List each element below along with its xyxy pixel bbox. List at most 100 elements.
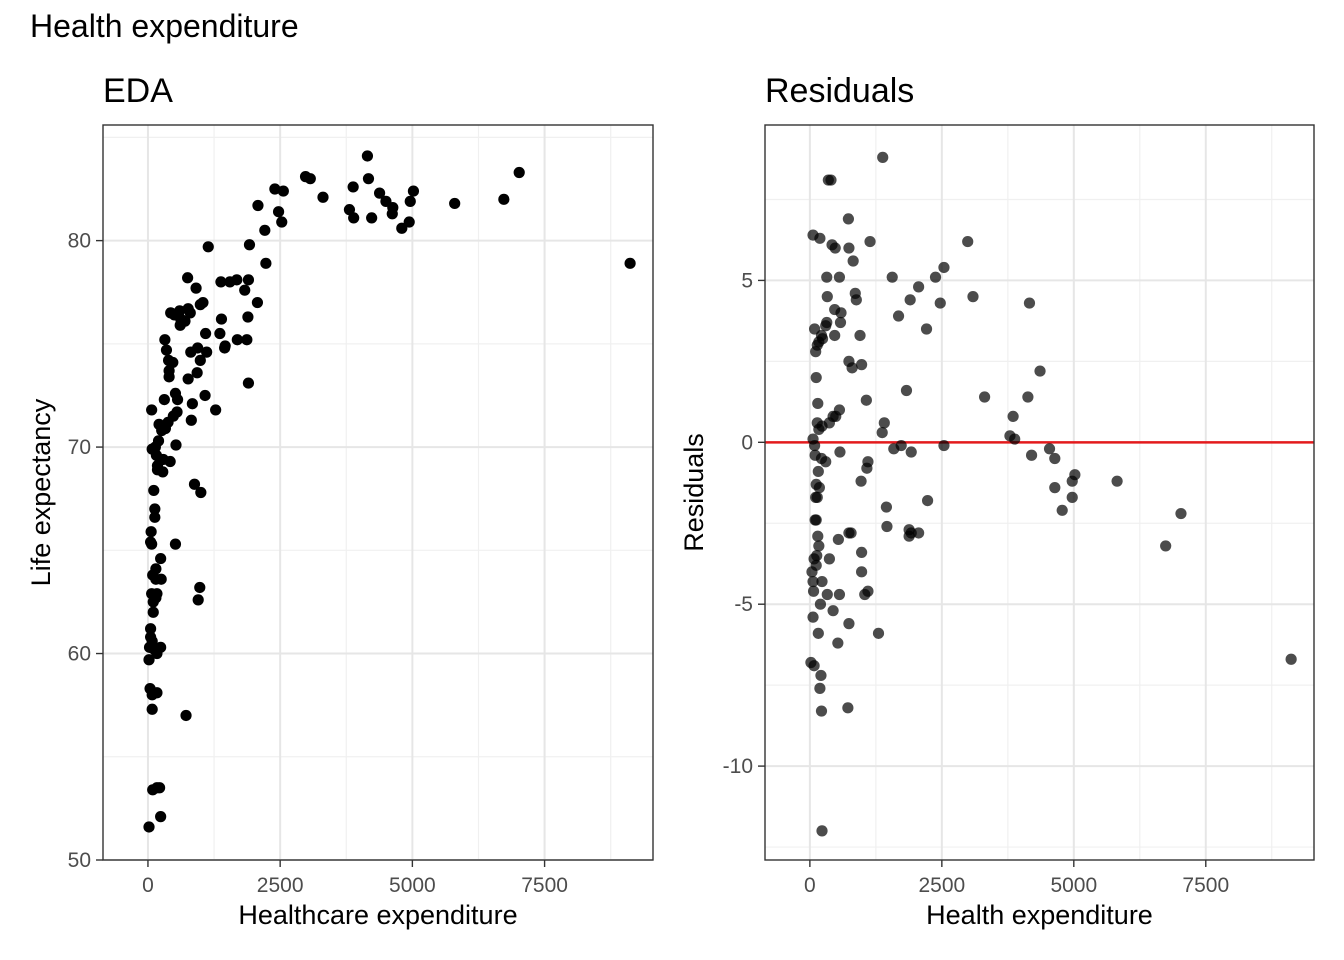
data-point <box>1175 507 1187 520</box>
data-point <box>147 606 159 618</box>
data-point <box>241 334 253 346</box>
data-point <box>809 514 821 526</box>
data-point <box>835 307 847 319</box>
data-point <box>348 212 360 224</box>
data-point <box>170 439 182 451</box>
x-tick-label: 2500 <box>918 874 965 897</box>
x-tick-label: 7500 <box>521 874 568 897</box>
data-point <box>913 527 925 539</box>
data-point <box>820 320 832 332</box>
data-point <box>847 255 859 267</box>
data-point <box>842 213 855 225</box>
data-point <box>242 377 255 389</box>
data-point <box>832 533 844 546</box>
data-point <box>143 821 155 833</box>
data-point <box>808 660 820 672</box>
data-point <box>816 825 828 837</box>
x-tick-label: 5000 <box>389 874 436 897</box>
data-point <box>343 204 356 216</box>
x-axis-title: Healthcare expenditure <box>238 900 517 930</box>
data-point <box>810 491 822 503</box>
data-point <box>1111 475 1123 487</box>
data-point <box>231 334 243 346</box>
data-point <box>149 511 161 523</box>
data-point <box>812 397 824 410</box>
data-point <box>404 195 416 207</box>
data-point <box>386 208 398 220</box>
panel-border <box>102 124 654 861</box>
data-point <box>929 271 942 283</box>
data-point <box>850 294 862 306</box>
data-point <box>153 418 165 430</box>
data-point <box>809 439 821 452</box>
data-point <box>396 222 408 234</box>
data-point <box>821 291 833 303</box>
y-tick-label: 70 <box>68 436 91 459</box>
data-point <box>1285 653 1297 665</box>
data-point <box>239 284 251 296</box>
data-point <box>979 391 991 403</box>
data-point <box>317 191 329 203</box>
data-point <box>856 546 868 559</box>
data-point <box>881 520 893 533</box>
data-point <box>813 482 825 494</box>
data-point <box>272 206 285 218</box>
data-point <box>856 359 868 371</box>
data-point <box>904 294 916 306</box>
data-point <box>380 195 392 207</box>
data-point <box>855 475 867 487</box>
data-point <box>864 235 876 248</box>
data-point <box>144 536 157 548</box>
data-point <box>843 242 855 254</box>
data-point <box>829 242 841 254</box>
data-point <box>169 387 182 399</box>
data-point <box>1034 365 1046 377</box>
data-point <box>816 420 828 432</box>
data-point <box>182 272 194 284</box>
data-point <box>147 784 159 796</box>
y-tick-label: 0 <box>741 431 753 454</box>
data-point <box>1066 475 1078 487</box>
data-point <box>892 310 905 322</box>
y-tick-label: -5 <box>734 593 753 616</box>
data-point <box>854 329 866 342</box>
data-point <box>155 811 167 823</box>
data-point <box>1023 297 1036 309</box>
data-point <box>913 281 925 293</box>
data-point <box>199 389 211 402</box>
data-point <box>182 303 194 315</box>
data-point <box>921 494 934 507</box>
data-point <box>195 486 207 499</box>
data-point <box>158 393 170 406</box>
data-point <box>162 354 175 366</box>
data-point <box>163 371 175 383</box>
data-point <box>498 193 510 205</box>
data-point <box>214 327 226 340</box>
data-point <box>967 291 979 303</box>
x-tick-label: 5000 <box>1050 874 1097 897</box>
data-point <box>169 538 182 550</box>
data-point <box>210 404 222 416</box>
data-point <box>920 323 933 335</box>
data-point <box>513 166 525 179</box>
data-point <box>191 367 203 379</box>
data-point <box>1160 540 1172 552</box>
data-point <box>277 185 289 197</box>
data-point <box>449 197 461 210</box>
data-point <box>1025 449 1038 461</box>
data-point <box>201 346 213 358</box>
data-point <box>816 333 829 345</box>
data-point <box>832 637 844 649</box>
data-point <box>815 669 827 682</box>
data-point <box>812 465 824 478</box>
data-point <box>860 394 872 406</box>
data-point <box>934 297 946 309</box>
y-tick-label: 80 <box>68 230 91 253</box>
data-point <box>194 354 206 366</box>
data-point <box>224 276 236 288</box>
data-point <box>242 274 255 286</box>
data-point <box>146 443 158 455</box>
data-point <box>252 199 264 212</box>
data-point <box>846 362 858 374</box>
